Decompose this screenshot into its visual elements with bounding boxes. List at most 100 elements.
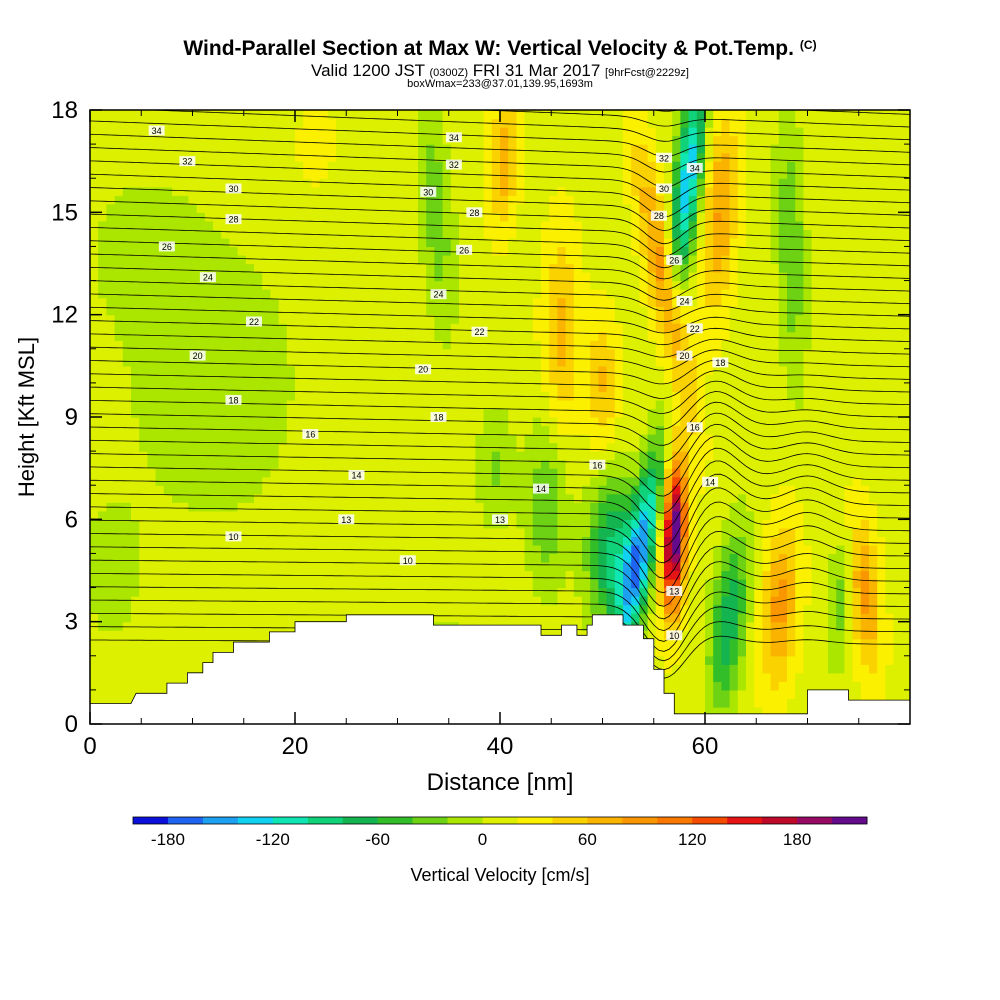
velocity-cell: [639, 596, 649, 606]
velocity-cell: [270, 365, 280, 375]
velocity-cell: [311, 118, 321, 128]
velocity-cell: [639, 289, 649, 299]
velocity-cell: [98, 399, 107, 410]
velocity-cell: [254, 502, 263, 512]
velocity-cell: [491, 254, 501, 265]
velocity-cell: [582, 263, 591, 273]
velocity-cell: [557, 442, 567, 452]
velocity-cell: [360, 485, 370, 495]
velocity-cell: [204, 630, 214, 640]
velocity-cell: [557, 425, 567, 435]
velocity-cell: [401, 331, 411, 341]
velocity-cell: [336, 613, 345, 623]
velocity-cell: [434, 263, 444, 273]
velocity-cell: [377, 579, 386, 589]
velocity-cell: [319, 323, 329, 333]
velocity-cell: [360, 570, 370, 580]
velocity-cell: [237, 297, 247, 307]
velocity-cell: [590, 186, 599, 196]
velocity-cell: [196, 399, 206, 410]
velocity-cell: [180, 664, 189, 674]
velocity-cell: [295, 323, 304, 333]
velocity-cell: [549, 544, 558, 555]
velocity-cell: [368, 374, 378, 384]
velocity-cell: [98, 459, 107, 469]
velocity-cell: [508, 570, 517, 580]
velocity-cell: [483, 314, 493, 324]
velocity-cell: [352, 127, 362, 137]
velocity-cell: [98, 630, 107, 640]
velocity-cell: [442, 348, 452, 358]
velocity-cell: [377, 451, 386, 461]
velocity-cell: [213, 280, 222, 290]
velocity-cell: [360, 476, 370, 486]
velocity-cell: [516, 476, 526, 486]
velocity-cell: [221, 246, 230, 256]
velocity-cell: [598, 314, 608, 324]
velocity-cell: [532, 391, 542, 401]
velocity-cell: [254, 613, 263, 623]
velocity-cell: [131, 263, 140, 273]
velocity-cell: [377, 289, 386, 299]
velocity-cell: [254, 365, 263, 375]
velocity-cell: [401, 110, 411, 120]
velocity-cell: [582, 272, 591, 282]
velocity-cell: [549, 331, 558, 341]
velocity-cell: [327, 254, 337, 265]
velocity-cell: [180, 536, 189, 546]
velocity-cell: [631, 587, 640, 597]
velocity-cell: [549, 382, 558, 393]
velocity-cell: [327, 476, 337, 486]
velocity-cell: [426, 314, 435, 324]
velocity-cell: [262, 391, 271, 401]
velocity-cell: [409, 510, 419, 520]
velocity-cell: [360, 391, 370, 401]
velocity-cell: [401, 306, 411, 316]
velocity-cell: [508, 613, 517, 623]
velocity-cell: [278, 289, 288, 299]
velocity-cell: [163, 442, 173, 452]
velocity-cell: [360, 604, 370, 614]
velocity-cell: [647, 186, 657, 196]
velocity-cell: [204, 152, 214, 162]
velocity-cell: [237, 348, 247, 358]
velocity-cell: [565, 161, 575, 171]
velocity-cell: [598, 186, 608, 196]
velocity-cell: [532, 110, 542, 120]
velocity-cell: [467, 178, 476, 188]
velocity-cell: [459, 536, 468, 546]
velocity-cell: [532, 493, 542, 503]
velocity-cell: [163, 263, 173, 273]
velocity-cell: [286, 254, 296, 265]
velocity-cell: [368, 527, 378, 537]
velocity-cell: [418, 434, 427, 444]
velocity-cell: [450, 237, 460, 248]
velocity-cell: [614, 468, 624, 478]
velocity-cell: [368, 476, 378, 486]
velocity-cell: [631, 553, 640, 563]
velocity-cell: [303, 579, 312, 589]
velocity-cell: [106, 229, 116, 239]
velocity-cell: [631, 536, 640, 546]
velocity-cell: [229, 220, 239, 230]
velocity-cell: [606, 110, 616, 120]
velocity-cell: [475, 596, 485, 606]
velocity-cell: [393, 280, 403, 290]
velocity-cell: [213, 110, 222, 120]
velocity-cell: [573, 493, 583, 503]
velocity-cell: [500, 203, 509, 213]
velocity-cell: [245, 289, 255, 299]
velocity-cell: [385, 451, 394, 461]
velocity-cell: [647, 306, 657, 316]
velocity-cell: [245, 502, 255, 512]
velocity-cell: [541, 604, 550, 614]
velocity-cell: [204, 485, 214, 495]
velocity-cell: [606, 280, 616, 290]
velocity-cell: [508, 237, 517, 248]
velocity-cell: [385, 357, 394, 367]
velocity-cell: [500, 476, 509, 486]
velocity-cell: [467, 297, 476, 307]
velocity-cell: [623, 203, 632, 213]
velocity-cell: [541, 587, 550, 597]
velocity-cell: [295, 502, 304, 512]
